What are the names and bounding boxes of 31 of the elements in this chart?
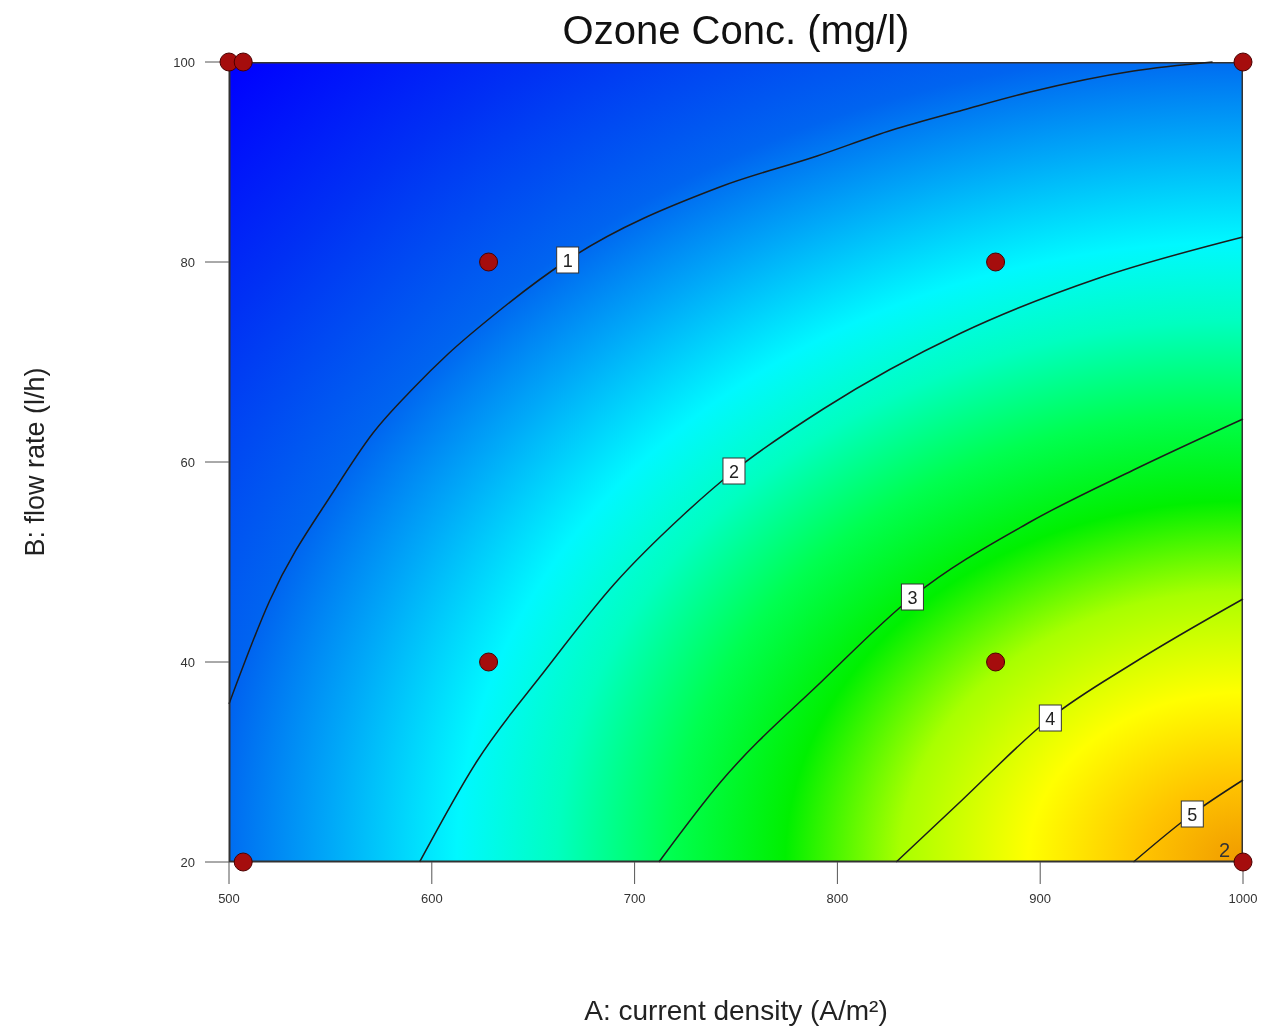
point [986,652,1006,672]
x-tick-label: 500 [218,891,240,907]
y-tick-label: 20 [180,854,195,870]
chart-title: Ozone Conc. (mg/l) [561,8,911,52]
x-axis-title: A: current density (A/m²) [584,994,888,1026]
point [479,252,499,272]
x-tick-label: 1000 [1228,891,1258,907]
x-tick-label: 900 [1029,891,1052,907]
line-series [418,236,1244,863]
y-tick-label: 100 [173,54,195,70]
y-tick-label: 80 [180,254,195,270]
line-series [228,61,1214,705]
x-tick-label: 700 [623,891,646,907]
point [986,252,1006,272]
series-label: 4 [1045,709,1056,729]
x-tick-label: 600 [420,891,443,907]
point [479,652,499,672]
series-label: 5 [1187,805,1198,825]
line-series [658,418,1244,863]
point [1233,852,1253,872]
y-axis-title: B: flow rate (l/h) [20,367,50,557]
x-tick-label: 800 [826,891,849,907]
y-tick-label: 60 [180,454,195,470]
point [1233,52,1253,72]
series-label: 1 [562,251,573,271]
point [233,852,253,872]
point [233,52,253,72]
series-label: 2 [728,462,739,482]
series-label: 3 [907,588,918,608]
annotation: 2 [1218,839,1230,861]
y-tick-label: 40 [180,654,195,670]
